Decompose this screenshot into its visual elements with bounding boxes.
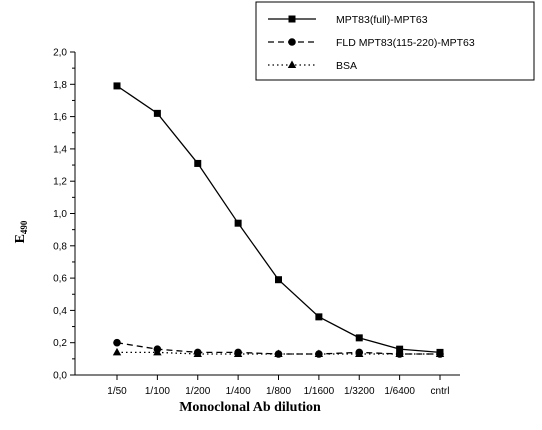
data-point: [113, 82, 121, 90]
legend-swatch-marker: [287, 60, 297, 68]
y-axis-title-main: E: [13, 234, 28, 243]
x-axis-title: Monoclonal Ab dilution: [179, 400, 321, 415]
x-tick-label: 1/1600: [304, 386, 335, 397]
data-point: [274, 350, 283, 358]
data-point: [112, 347, 122, 356]
data-point: [275, 276, 282, 284]
x-axis: 1/50 1/100 1/200 1/400 1/800 1/1600 1/3200 1/64…: [107, 375, 449, 397]
data-point: [436, 348, 444, 356]
y-axis-title: E490: [13, 220, 29, 243]
data-point: [194, 159, 202, 167]
y-tick-label: 0,8: [53, 241, 67, 252]
legend-label: BSA: [336, 60, 357, 72]
y-tick-label: 1,8: [53, 80, 67, 91]
data-point: [113, 338, 121, 347]
series-circle: [113, 338, 444, 358]
x-tick-label: 1/50: [107, 386, 127, 397]
legend-swatch-marker: [288, 38, 296, 46]
y-tick-label: 0,0: [53, 371, 67, 382]
y-tick-label: 1,2: [53, 177, 67, 188]
legend-label: MPT83(full)-MPT63: [336, 14, 428, 26]
data-point: [355, 348, 364, 357]
series-layer: [112, 82, 445, 358]
y-tick-label: 0,6: [53, 274, 67, 285]
data-point: [396, 345, 404, 353]
y-tick-label: 1,4: [53, 144, 67, 155]
data-point: [315, 313, 323, 321]
x-tick-label: 1/400: [226, 386, 251, 397]
data-point: [153, 109, 161, 117]
data-point: [355, 334, 363, 342]
y-tick-label: 1,6: [53, 112, 67, 123]
x-tick-label: 1/200: [185, 386, 210, 397]
y-axis-title-sub: 490: [19, 220, 29, 234]
x-tick-label: 1/3200: [344, 386, 375, 397]
legend: MPT83(full)-MPT63 FLD MPT83(115-220)-MPT6…: [255, 1, 535, 81]
data-point: [234, 219, 242, 227]
x-tick-label: 1/6400: [384, 386, 415, 397]
series-square: [113, 82, 444, 356]
legend-label: FLD MPT83(115-220)-MPT63: [336, 37, 475, 49]
data-point: [193, 348, 202, 357]
data-point: [315, 350, 323, 358]
y-axis: 0,0 0,2 0,4 0,6 0,8 1,0 1,2 1,4 1,6 1,8 2,0: [53, 48, 75, 382]
legend-box: [255, 1, 535, 81]
y-tick-label: 0,4: [53, 306, 67, 317]
x-tick-label: 1/800: [266, 386, 291, 397]
y-tick-label: 1,0: [53, 209, 67, 220]
legend-swatch-marker: [288, 15, 296, 23]
x-tick-label: 1/100: [145, 386, 170, 397]
plot-area: [74, 52, 460, 376]
series-line: [116, 85, 441, 354]
data-point: [234, 348, 242, 357]
y-tick-label: 2,0: [53, 48, 67, 59]
y-tick-label: 0,2: [53, 338, 67, 349]
x-tick-label: cntrl: [431, 386, 450, 397]
data-point: [153, 345, 162, 353]
